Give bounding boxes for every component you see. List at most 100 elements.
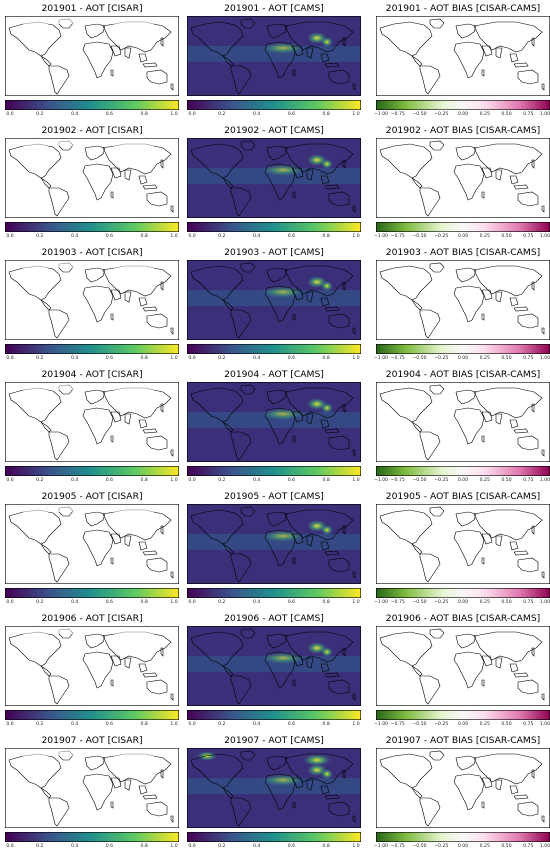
- colorbar-tick-label: 0.2: [36, 234, 44, 239]
- colorbar-bias: [376, 100, 550, 110]
- colorbar-tick-label: −1.00: [373, 600, 389, 605]
- colorbar-tick-label: −0.25: [434, 112, 449, 117]
- colorbar-tick-label: 0.2: [36, 844, 44, 849]
- colorbar-tick-label: −0.25: [434, 844, 449, 849]
- colorbar-tick-label: 0.75: [523, 112, 534, 117]
- colorbar-tick-label: 1.0: [170, 234, 178, 239]
- colorbar-ticks: −1.00 −0.75 −0.50 −0.25 0.00 0.25 0.50 0.75 1.00: [374, 111, 550, 119]
- colorbar-tick-label: 1.0: [352, 478, 360, 483]
- colorbar-ticks: −1.00 −0.75 −0.50 −0.25 0.00 0.25 0.50 0.75 1.00: [373, 599, 550, 607]
- colorbar-tick-label: 0.2: [218, 478, 226, 483]
- colorbar-tick-label: 0.8: [322, 722, 330, 727]
- panel-title: 201905 - AOT BIAS [CISAR-CAMS]: [385, 491, 541, 502]
- colorbar-cams: [187, 344, 361, 354]
- colorbar-tick-label: 0.2: [36, 600, 44, 605]
- colorbar-tick-label: 0.2: [36, 112, 44, 117]
- world-map-bias: [376, 748, 550, 828]
- colorbar-tick-label: 0.6: [105, 844, 114, 849]
- world-map-cisar: [5, 382, 179, 462]
- colorbar-cisar: [5, 832, 179, 842]
- colorbar-tick-label: 0.0: [188, 722, 196, 727]
- colorbar-tick-label: 0.6: [287, 600, 296, 605]
- colorbar-tick-label: 1.0: [170, 722, 178, 727]
- colorbar-tick-label: 0.75: [523, 234, 534, 239]
- world-map-cisar: [5, 16, 179, 96]
- colorbar-tick-label: 0.2: [218, 844, 226, 849]
- colorbar-tick-label: −0.75: [390, 356, 405, 361]
- colorbar-tick-label: −0.25: [434, 234, 449, 239]
- colorbar-tick-label: 0.4: [70, 844, 79, 849]
- colorbar-tick-label: 0.6: [105, 112, 114, 117]
- colorbar-ticks: −1.00 −0.75 −0.50 −0.25 0.00 0.25 0.50 0.75 1.00: [374, 355, 550, 363]
- panel-title: 201907 - AOT [CAMS]: [224, 735, 324, 746]
- world-map-bias: [376, 504, 550, 584]
- colorbar-ticks: 0.0 0.2 0.4 0.6 0.8 1.0: [5, 843, 179, 851]
- colorbar-tick-label: 0.75: [523, 844, 534, 849]
- colorbar-ticks: 0.0 0.2 0.4 0.6 0.8 1.0: [187, 477, 361, 485]
- colorbar-tick-label: 1.00: [539, 722, 550, 727]
- colorbar-tick-label: 0.0: [188, 234, 196, 239]
- colorbar-cisar: [5, 222, 179, 232]
- world-map-cams: [187, 260, 361, 340]
- colorbar-tick-label: −0.50: [412, 356, 427, 361]
- colorbar-tick-label: 0.00: [457, 844, 469, 849]
- world-map-cams: [187, 626, 361, 706]
- colorbar-tick-label: −0.25: [434, 478, 449, 483]
- colorbar-tick-label: 0.50: [501, 844, 512, 849]
- colorbar-tick-label: 0.4: [70, 112, 79, 117]
- world-map-bias: [376, 138, 550, 218]
- colorbar-tick-label: 0.50: [501, 722, 512, 727]
- colorbar-tick-label: 0.0: [188, 356, 196, 361]
- colorbar-tick-label: 0.25: [479, 356, 490, 361]
- colorbar-tick-label: 0.6: [105, 478, 114, 483]
- panel-title: 201903 - AOT [CAMS]: [224, 247, 324, 258]
- colorbar-tick-label: 0.50: [501, 478, 512, 483]
- colorbar-tick-label: 0.4: [70, 234, 79, 239]
- colorbar-tick-label: 0.0: [6, 356, 14, 361]
- panel-title: 201907 - AOT BIAS [CISAR-CAMS]: [385, 735, 541, 746]
- colorbar-tick-label: 0.0: [188, 112, 196, 117]
- colorbar-tick-label: 0.0: [6, 844, 14, 849]
- colorbar-cisar: [5, 710, 179, 720]
- colorbar-cams: [187, 710, 361, 720]
- world-map-cisar: [5, 138, 179, 218]
- panel-title: 201902 - AOT [CAMS]: [224, 125, 324, 136]
- colorbar-tick-label: −0.25: [434, 722, 449, 727]
- colorbar-tick-label: 0.4: [252, 478, 261, 483]
- world-map-cisar: [5, 748, 179, 828]
- colorbar-ticks: −1.00 −0.75 −0.50 −0.25 0.00 0.25 0.50 0.75 1.00: [374, 843, 550, 851]
- panel-title: 201904 - AOT BIAS [CISAR-CAMS]: [385, 369, 541, 380]
- colorbar-tick-label: 1.0: [170, 112, 178, 117]
- colorbar-ticks: 0.0 0.2 0.4 0.6 0.8 1.0: [5, 721, 179, 729]
- colorbar-tick-label: 1.0: [352, 722, 360, 727]
- colorbar-tick-label: 0.25: [479, 844, 490, 849]
- colorbar-tick-label: 1.0: [352, 234, 360, 239]
- colorbar-tick-label: −0.50: [412, 478, 427, 483]
- colorbar-tick-label: 0.8: [140, 722, 148, 727]
- colorbar-tick-label: −1.00: [373, 722, 389, 727]
- colorbar-tick-label: −0.75: [390, 844, 405, 849]
- colorbar-tick-label: 1.00: [539, 844, 550, 849]
- colorbar-ticks: 0.0 0.2 0.4 0.6 0.8 1.0: [187, 233, 361, 241]
- colorbar-tick-label: 0.4: [252, 844, 261, 849]
- panel-title: 201906 - AOT [CAMS]: [224, 613, 324, 624]
- colorbar-tick-label: 1.00: [539, 600, 550, 605]
- colorbar-ticks: 0.0 0.2 0.4 0.6 0.8 1.0: [187, 355, 361, 363]
- panel-title: 201905 - AOT [CISAR]: [41, 491, 143, 502]
- colorbar-cisar: [5, 588, 179, 598]
- colorbar-tick-label: 0.0: [188, 600, 196, 605]
- colorbar-tick-label: 0.6: [105, 234, 114, 239]
- panel-title: 201901 - AOT [CAMS]: [224, 3, 324, 14]
- world-map-cams: [187, 504, 361, 584]
- colorbar-tick-label: 0.25: [479, 722, 490, 727]
- colorbar-ticks: 0.0 0.2 0.4 0.6 0.8 1.0: [5, 599, 179, 607]
- colorbar-cams: [187, 222, 361, 232]
- colorbar-tick-label: 0.4: [70, 722, 79, 727]
- colorbar-tick-label: 0.8: [322, 234, 330, 239]
- colorbar-tick-label: 0.50: [501, 112, 512, 117]
- colorbar-tick-label: −0.25: [434, 600, 449, 605]
- panel-title: 201904 - AOT [CAMS]: [224, 369, 324, 380]
- colorbar-tick-label: 0.50: [501, 600, 512, 605]
- colorbar-cams: [187, 466, 361, 476]
